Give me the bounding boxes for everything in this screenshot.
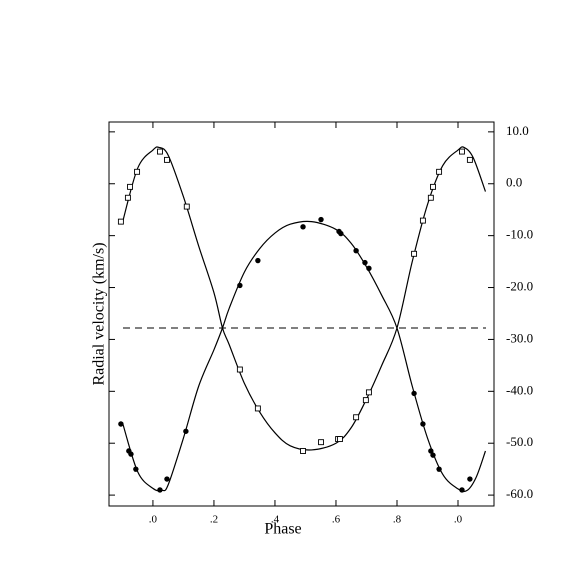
data-point xyxy=(118,421,124,427)
data-point xyxy=(420,421,426,427)
data-point xyxy=(467,476,473,482)
data-point xyxy=(128,451,134,457)
data-point xyxy=(237,282,243,289)
data-point xyxy=(300,448,306,454)
data-point xyxy=(362,397,369,404)
data-point xyxy=(366,265,372,272)
data-point xyxy=(353,414,360,421)
data-point xyxy=(430,183,436,190)
y-tick-label: -40.0 xyxy=(506,382,533,397)
x-tick-label: .6 xyxy=(332,514,341,526)
data-point xyxy=(365,389,372,396)
data-point xyxy=(419,217,426,224)
data-point xyxy=(318,216,324,223)
plot-frame xyxy=(108,121,495,507)
x-tick-label: .0 xyxy=(149,514,158,526)
data-point xyxy=(300,224,306,230)
data-point xyxy=(427,194,434,201)
data-point xyxy=(466,156,473,163)
data-point xyxy=(133,466,139,472)
data-point xyxy=(124,194,131,201)
data-point xyxy=(430,452,436,458)
x-tick-label: .8 xyxy=(393,514,402,526)
data-point xyxy=(436,168,443,175)
data-point xyxy=(353,247,359,254)
data-point xyxy=(134,168,141,175)
data-point xyxy=(255,257,261,264)
y-tick-label: -20.0 xyxy=(506,279,533,294)
fit-curve xyxy=(121,220,487,493)
x-axis-label: Phase xyxy=(264,521,301,538)
y-tick-label: -50.0 xyxy=(506,434,533,449)
data-point xyxy=(336,436,343,443)
y-axis-label: Radial velocity (km/s) xyxy=(91,242,108,385)
data-point xyxy=(236,366,243,373)
data-point xyxy=(428,448,434,454)
data-point xyxy=(411,250,418,257)
data-point xyxy=(183,428,189,434)
data-point xyxy=(183,203,190,210)
data-point xyxy=(127,183,133,190)
data-point xyxy=(117,218,124,225)
x-tick-label: .4 xyxy=(271,514,280,526)
y-tick-label: 10.0 xyxy=(506,123,529,138)
x-tick-label: .0 xyxy=(454,514,463,526)
y-tick-label: -10.0 xyxy=(506,227,533,242)
data-point xyxy=(164,476,170,482)
data-point xyxy=(362,259,368,266)
data-point xyxy=(436,466,442,472)
data-point xyxy=(338,230,344,237)
y-tick-label: -30.0 xyxy=(506,330,533,345)
fit-curve xyxy=(121,146,487,451)
data-point xyxy=(459,148,465,155)
data-point xyxy=(459,487,465,493)
data-point xyxy=(254,405,261,412)
data-point xyxy=(156,148,163,155)
data-point xyxy=(411,390,417,397)
data-point xyxy=(318,439,324,446)
data-point xyxy=(157,487,163,493)
data-point xyxy=(164,156,170,163)
y-tick-label: -60.0 xyxy=(506,486,533,501)
y-tick-label: 0.0 xyxy=(506,175,522,190)
x-tick-label: .2 xyxy=(210,514,218,526)
